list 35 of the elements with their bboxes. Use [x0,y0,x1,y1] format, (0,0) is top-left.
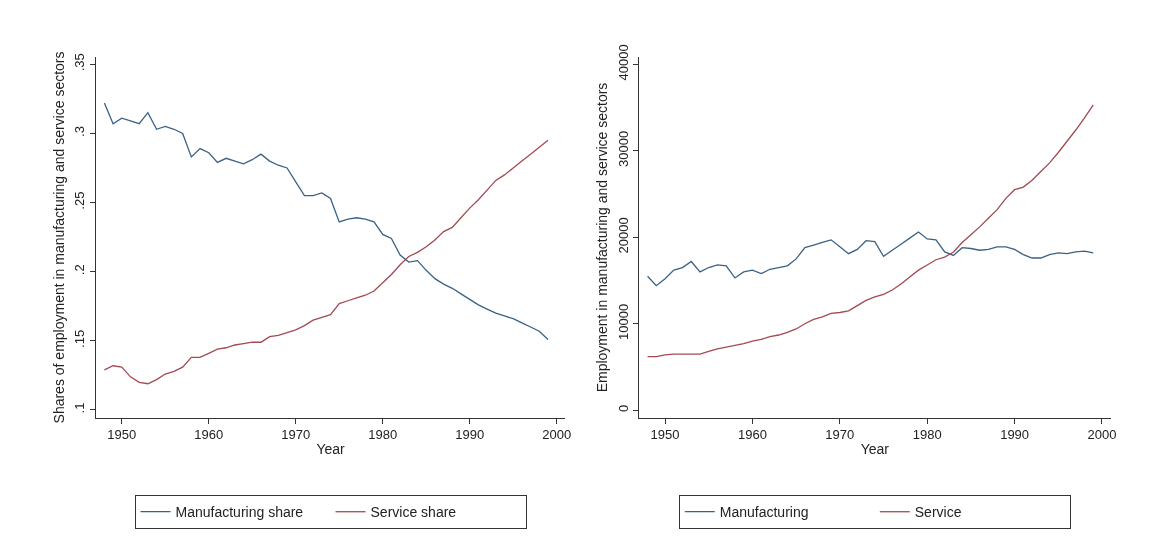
x-tick-label: 2000 [542,427,572,443]
y-tick-label: 20000 [615,217,631,254]
x-tick-label: 1950 [650,427,680,443]
y-tick-label: 10000 [615,303,631,340]
y-tick-label: 0 [615,404,631,412]
y-tick-label: 30000 [615,130,631,167]
line-series [646,104,1094,358]
y-axis-title: Shares of employment in manufacturing and service sectors [51,51,68,424]
x-tick-label: 2000 [1087,427,1117,443]
legend-label: Service share [370,504,457,521]
legend-label: Manufacturing [719,504,809,521]
y-tick-label: .3 [72,126,88,137]
y-axis-title: Employment in manufacturing and service sectors [594,82,611,393]
y-tick-label: .35 [72,53,88,72]
x-tick-label: 1990 [1000,427,1030,443]
x-tick-label: 1960 [194,427,224,443]
x-axis-title: Year [316,440,345,457]
y-tick-label: .1 [72,402,88,414]
x-tick-label: 1950 [107,427,137,443]
x-tick-label: 1960 [737,427,767,443]
line-series [103,139,549,385]
legend-label: Service [914,504,962,521]
x-tick-label: 1970 [825,427,855,443]
y-tick-label: .15 [72,329,88,348]
x-tick-label: 1980 [912,427,942,443]
y-tick-label: .2 [72,264,88,276]
x-tick-label: 1990 [455,427,485,443]
x-tick-label: 1970 [281,427,311,443]
x-axis-title: Year [860,440,890,457]
y-tick-label: .25 [72,191,88,210]
y-tick-label: 40000 [615,44,631,81]
legend-label: Manufacturing share [175,504,304,521]
line-series [646,231,1094,287]
x-tick-label: 1980 [368,427,398,443]
line-series [103,102,549,341]
